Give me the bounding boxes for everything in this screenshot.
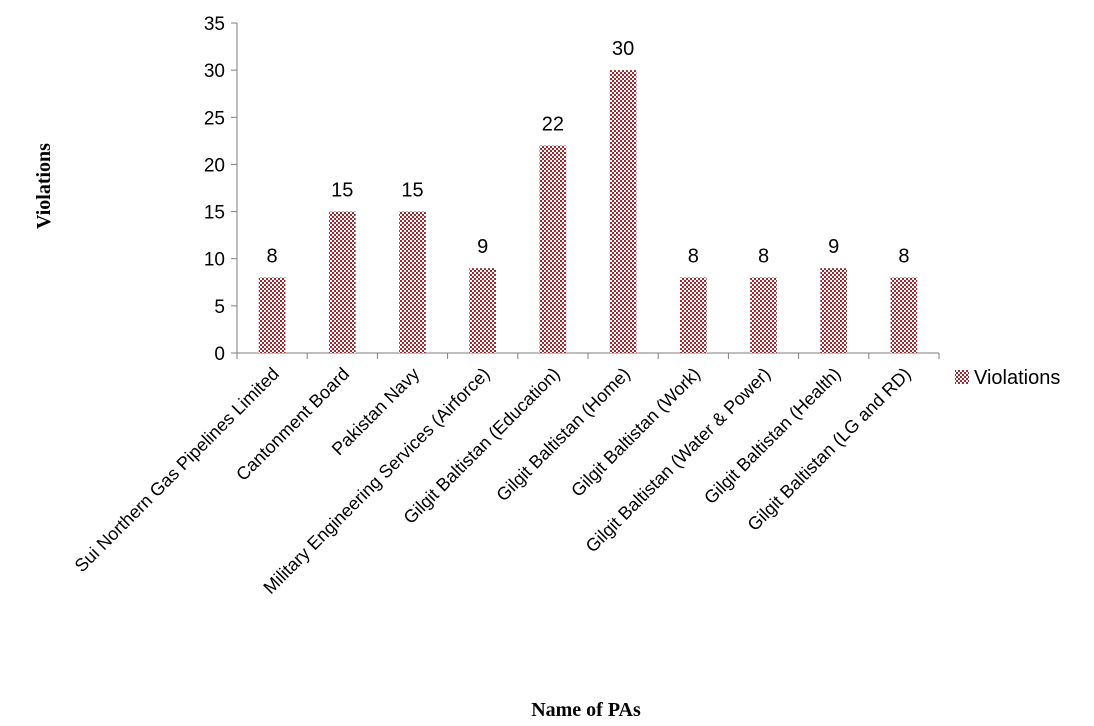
y-tick-label: 20: [204, 155, 225, 176]
bars: [258, 70, 918, 354]
data-labels: 8 15 15 9 22 30 8 8 9 8: [267, 38, 910, 267]
y-tick-label: 35: [204, 14, 225, 35]
y-tick-label: 25: [204, 108, 225, 129]
data-label: 9: [828, 236, 839, 258]
bar: [750, 277, 777, 353]
bar: [539, 145, 567, 353]
legend-label: Violations: [974, 367, 1060, 389]
category-label: Gilgit Baltistan (Work): [567, 364, 704, 501]
category-label: Gilgit Baltistan (Home): [492, 364, 633, 505]
bar: [258, 277, 286, 353]
y-tick-label: 0: [214, 344, 225, 365]
data-label: 15: [331, 180, 353, 202]
data-label: 15: [401, 180, 423, 202]
data-label: 8: [688, 246, 699, 268]
y-axis-title: Violations: [33, 143, 55, 229]
legend: Violations: [955, 367, 1060, 389]
data-label: 30: [612, 38, 634, 60]
data-label: 8: [758, 246, 769, 268]
bar: [469, 268, 497, 353]
bar: [820, 268, 848, 353]
legend-swatch: [955, 370, 969, 384]
y-tick-label: 5: [214, 297, 225, 318]
bar: [609, 70, 637, 354]
bar: [890, 277, 918, 353]
bar: [679, 277, 707, 353]
y-tick-label: 10: [204, 250, 225, 271]
bar: [328, 211, 356, 353]
data-label: 22: [542, 114, 564, 136]
y-tick-label: 15: [204, 203, 225, 224]
data-label: 8: [898, 246, 909, 268]
category-labels: Sui Northern Gas Pipelines LimitedCanton…: [71, 364, 915, 598]
data-label: 8: [267, 246, 278, 268]
bar: [399, 211, 426, 353]
x-axis-title: Name of PAs: [531, 699, 641, 721]
y-tick-label: 30: [204, 61, 225, 82]
data-label: 9: [477, 236, 488, 258]
category-label: Gilgit Baltistan (Health): [700, 364, 844, 508]
